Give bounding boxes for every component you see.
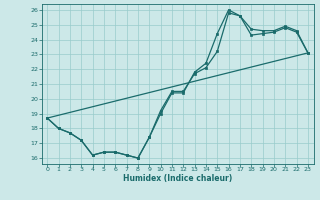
X-axis label: Humidex (Indice chaleur): Humidex (Indice chaleur) (123, 174, 232, 183)
